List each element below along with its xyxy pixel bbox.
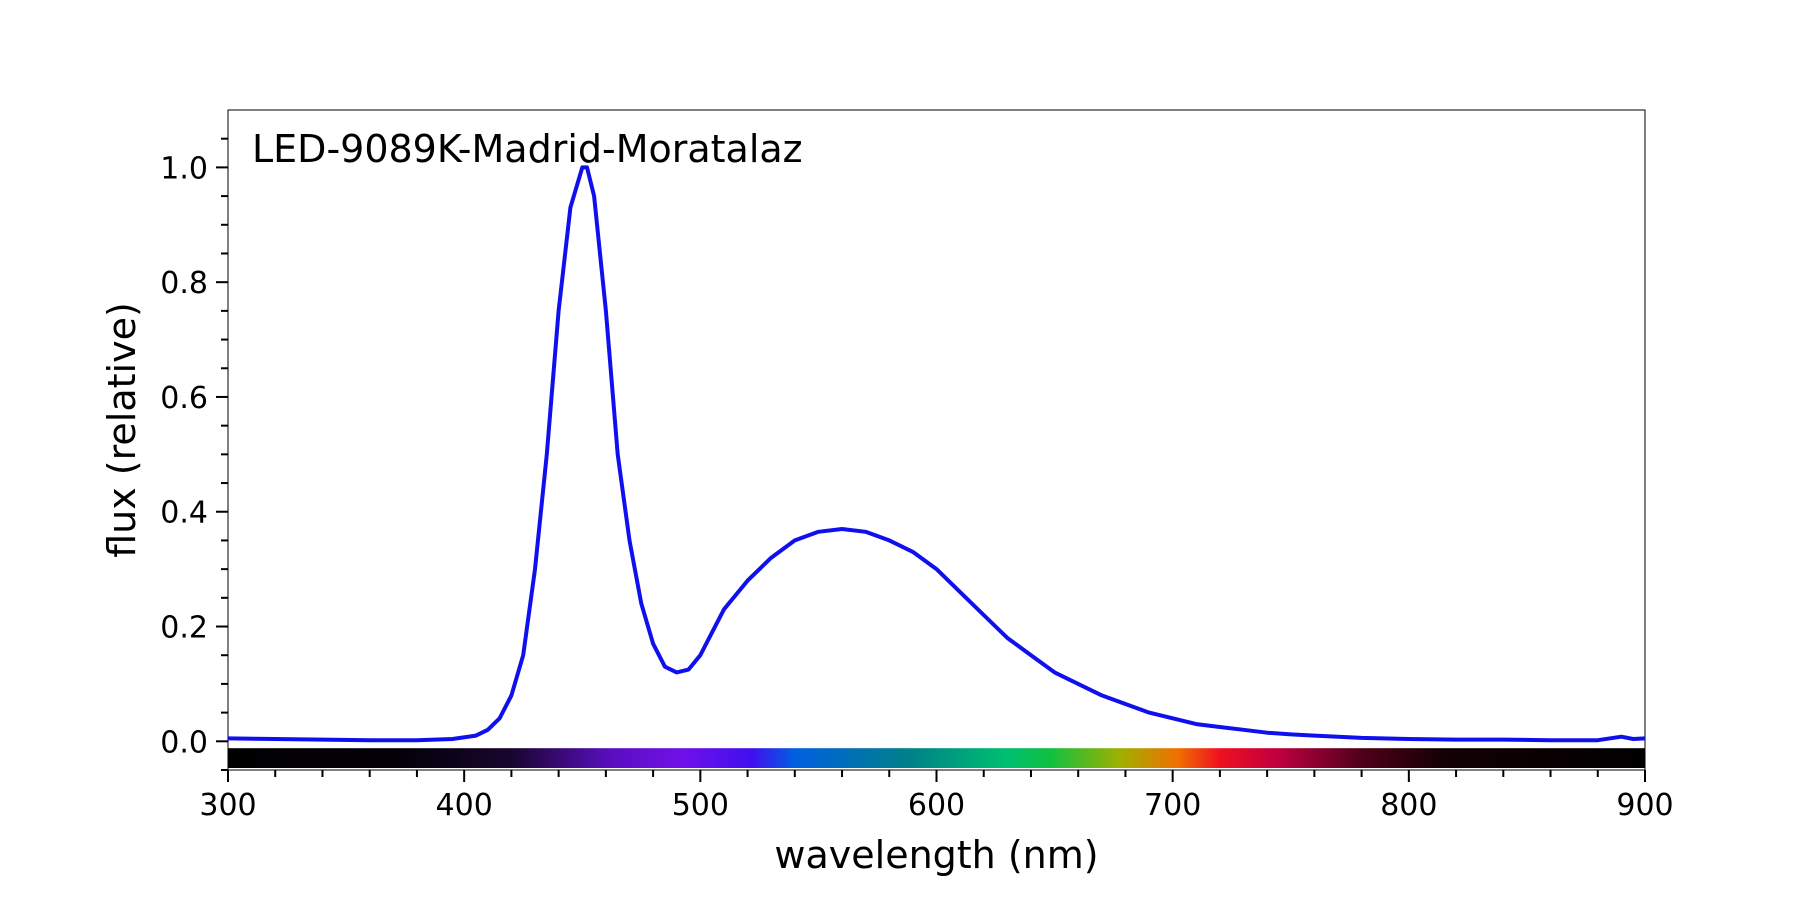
x-axis: 300 400 500 600 700 800 900 <box>199 770 1674 823</box>
x-tick-label: 900 <box>1616 788 1673 823</box>
y-tick-label: 0.4 <box>160 496 208 531</box>
y-axis: 0.0 0.2 0.4 0.6 0.8 1.0 <box>160 137 228 771</box>
y-tick-label: 0.0 <box>160 725 208 760</box>
x-axis-label: wavelength (nm) <box>774 833 1098 877</box>
x-tick-label: 500 <box>672 788 729 823</box>
y-tick-label: 0.8 <box>160 266 208 301</box>
x-tick-label: 400 <box>436 788 493 823</box>
plot-area <box>227 109 1646 771</box>
x-tick-label: 700 <box>1144 788 1201 823</box>
x-tick-label: 300 <box>199 788 256 823</box>
y-tick-label: 0.6 <box>160 381 208 416</box>
chart-title: LED-9089K-Madrid-Moratalaz <box>252 127 803 171</box>
y-tick-label: 1.0 <box>160 151 208 186</box>
y-tick-label: 0.2 <box>160 611 208 646</box>
x-tick-label: 600 <box>908 788 965 823</box>
y-axis-label: flux (relative) <box>100 302 144 558</box>
spectrum-bar <box>228 748 1645 768</box>
x-tick-label: 800 <box>1380 788 1437 823</box>
series-line <box>227 165 1646 743</box>
